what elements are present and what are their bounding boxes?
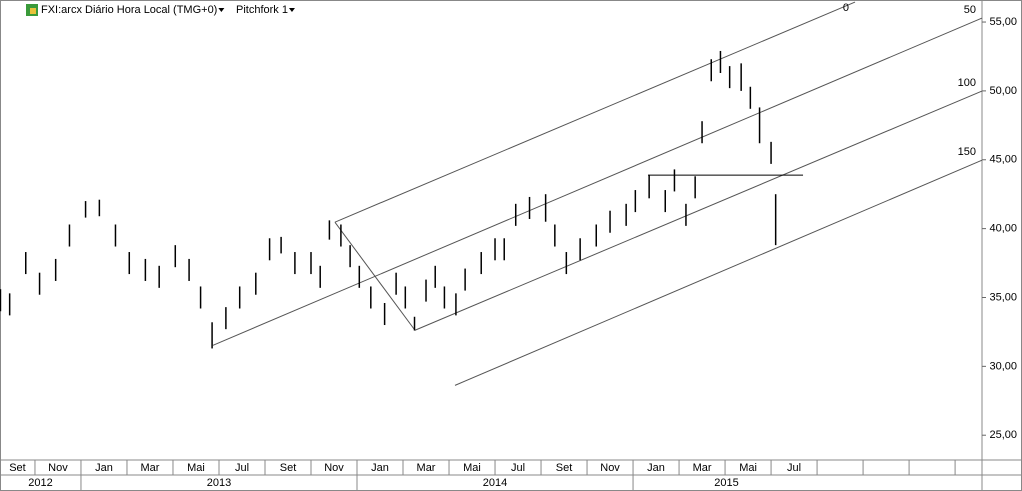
x-tick-label: Mai [739, 462, 757, 474]
pitchfork-line [454, 159, 983, 386]
y-tick-label: 55,00 [989, 16, 1017, 28]
pitchfork-line [414, 90, 983, 331]
x-tick-label: Mar [141, 462, 160, 474]
x-tick-label: Set [556, 462, 573, 474]
y-tick-label: 35,00 [989, 291, 1017, 303]
x-tick-label: Jan [371, 462, 389, 474]
y-tick-label: 45,00 [989, 154, 1017, 166]
pitchfork-label: 50 [964, 4, 976, 16]
x-tick-label: Mar [417, 462, 436, 474]
y-tick-label: 40,00 [989, 223, 1017, 235]
pitchfork-line [212, 17, 983, 346]
x-tick-label: Mai [463, 462, 481, 474]
x-tick-label: Nov [48, 462, 68, 474]
x-tick-label: Jul [787, 462, 801, 474]
x-tick-label: Jul [511, 462, 525, 474]
x-tick-label: Set [9, 462, 26, 474]
x-tick-label: Jan [647, 462, 665, 474]
x-tick-label: Jan [95, 462, 113, 474]
year-label: 2013 [207, 477, 231, 489]
chart-title[interactable]: FXI:arcx Diário Hora Local (TMG+0) [41, 4, 217, 16]
x-tick-label: Jul [235, 462, 249, 474]
pitchfork-handle [334, 221, 416, 331]
x-tick-label: Nov [324, 462, 344, 474]
x-tick-label: Mai [187, 462, 205, 474]
y-tick-label: 50,00 [989, 85, 1017, 97]
year-label: 2012 [28, 477, 52, 489]
pitchfork-line [334, 1, 856, 223]
y-tick-label: 30,00 [989, 360, 1017, 372]
year-label: 2014 [483, 477, 507, 489]
pitchfork-label: 0 [843, 2, 849, 14]
y-tick-label: 25,00 [989, 429, 1017, 441]
dropdown-arrow[interactable] [288, 8, 295, 12]
pitchfork-label: 100 [958, 77, 976, 89]
study-label[interactable]: Pitchfork 1 [236, 4, 288, 16]
x-tick-label: Mar [693, 462, 712, 474]
x-tick-label: Nov [600, 462, 620, 474]
x-tick-label: Set [280, 462, 297, 474]
icon [30, 8, 36, 14]
pitchfork-label: 150 [958, 146, 976, 158]
dropdown-arrow[interactable] [218, 8, 225, 12]
year-label: 2015 [714, 477, 738, 489]
symbol-icon[interactable] [26, 4, 38, 16]
